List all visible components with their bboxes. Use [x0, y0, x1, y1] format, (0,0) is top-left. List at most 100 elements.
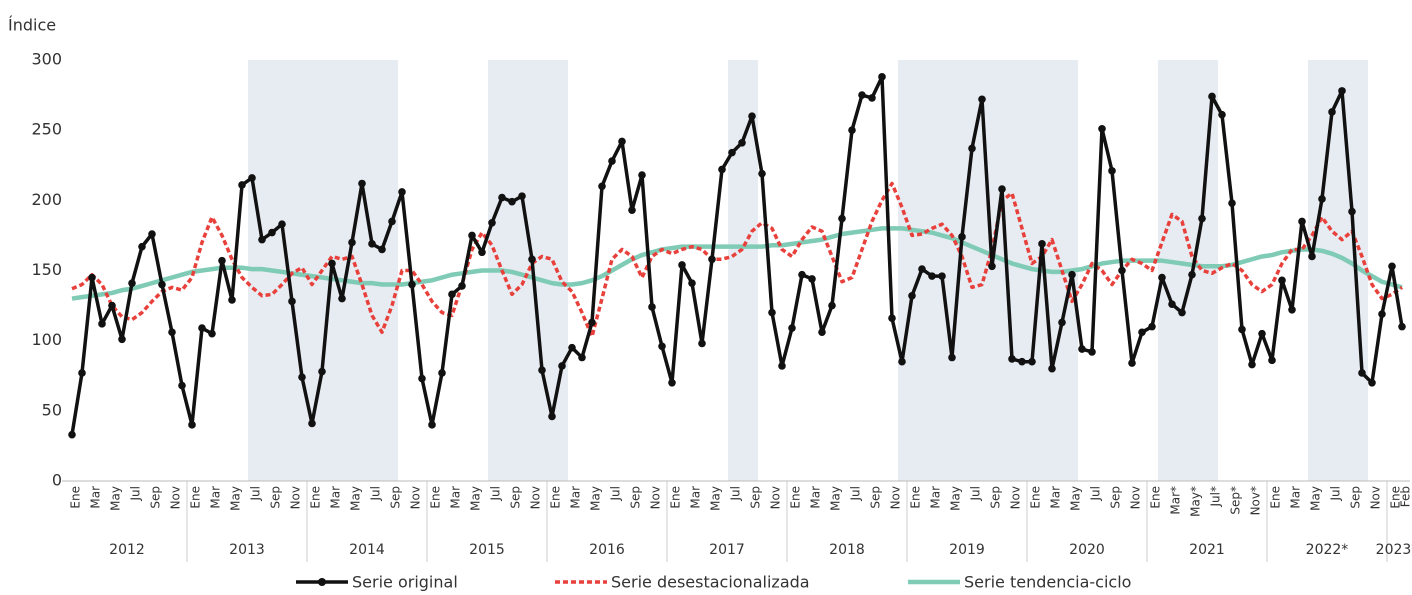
data-point [648, 303, 656, 311]
x-tick-label: May [829, 486, 843, 511]
x-tick-label: Mar [209, 486, 223, 509]
data-point [1088, 348, 1096, 356]
x-tick-label: Nov [649, 486, 663, 509]
x-tick-label: Jul [129, 486, 143, 501]
data-point [1328, 108, 1336, 116]
x-group-label: 2019 [949, 542, 985, 558]
x-tick-label: Ene [429, 486, 443, 509]
x-tick-label: Sep [1109, 486, 1123, 509]
data-point [1208, 92, 1216, 101]
data-point [388, 217, 396, 226]
legend-marker [318, 578, 326, 586]
x-tick-label: Ene [549, 486, 563, 509]
x-tick-label: Ene [1149, 486, 1163, 509]
x-tick-label: Jul* [1209, 486, 1223, 507]
data-point [1198, 214, 1206, 223]
data-point [498, 193, 506, 202]
y-tick-label: 200 [31, 190, 62, 209]
data-point [1148, 322, 1156, 331]
x-tick-label: Ene [1029, 486, 1043, 509]
data-point [1018, 357, 1026, 366]
x-group-label: 2014 [349, 542, 385, 558]
data-point [1388, 262, 1396, 271]
data-point [248, 174, 256, 182]
data-point [768, 308, 776, 317]
data-point [228, 296, 236, 304]
data-point [378, 245, 386, 254]
data-point [608, 157, 616, 165]
data-point [1138, 328, 1146, 337]
data-point [98, 320, 106, 328]
data-point [338, 294, 346, 303]
x-tick-label: Jul [609, 486, 623, 501]
data-point [1118, 266, 1126, 275]
x-group-label: 2018 [829, 542, 865, 558]
data-point [688, 279, 696, 287]
x-tick-label: Ene [189, 486, 203, 509]
x-tick-label: Nov [169, 486, 183, 509]
x-tick-label: May [1069, 486, 1083, 511]
data-point [658, 342, 666, 351]
x-tick-label: Jul [729, 486, 743, 501]
data-point [1288, 305, 1296, 314]
data-point [318, 367, 326, 376]
x-tick-label: Mar [329, 486, 343, 509]
x-tick-label: Ene [69, 486, 83, 509]
x-tick-label: Ene [789, 486, 803, 509]
x-tick-label: Sep* [1229, 486, 1243, 515]
data-point [488, 218, 496, 227]
data-point [728, 148, 736, 157]
x-tick-label: May [709, 486, 723, 511]
x-tick-label: May [949, 486, 963, 511]
x-tick-label: Sep [149, 486, 163, 509]
data-point [978, 95, 986, 104]
x-tick-label: Sep [269, 486, 283, 509]
x-tick-label: May [349, 486, 363, 511]
data-point [1398, 322, 1406, 331]
data-point [1168, 300, 1176, 308]
x-tick-label: Sep [749, 486, 763, 509]
y-tick-label: 300 [31, 50, 62, 69]
data-point [1178, 308, 1186, 317]
data-point [838, 214, 846, 223]
data-point [278, 220, 286, 228]
data-point [1188, 270, 1196, 279]
data-point [638, 171, 646, 179]
data-point [1128, 359, 1136, 367]
data-point [568, 343, 576, 352]
x-tick-label: Ene [669, 486, 683, 509]
data-point [1378, 310, 1386, 318]
legend-item: Serie tendencia-ciclo [908, 573, 1131, 592]
x-tick-label: Mar [809, 486, 823, 509]
x-tick-label: Nov [1369, 486, 1383, 509]
data-point [258, 235, 266, 244]
data-point [1158, 273, 1166, 282]
x-tick-label: Jul [969, 486, 983, 501]
data-point [788, 324, 796, 332]
data-point [628, 206, 636, 214]
data-point [208, 329, 216, 338]
data-point [848, 126, 856, 134]
data-point [938, 272, 946, 280]
data-point [308, 419, 316, 428]
y-tick-label: 0 [52, 471, 62, 490]
data-point [198, 324, 206, 332]
x-group-label: 2015 [469, 542, 505, 558]
data-point [1368, 378, 1376, 387]
x-group-label: 2016 [589, 542, 625, 558]
x-tick-label: May [229, 486, 243, 511]
data-point [558, 362, 566, 370]
data-point [538, 366, 546, 374]
data-point [448, 290, 456, 299]
data-point [968, 144, 976, 153]
x-tick-label: Sep [869, 486, 883, 509]
data-point [798, 270, 806, 279]
data-point [218, 256, 226, 265]
x-group-label: 2021 [1189, 542, 1225, 558]
data-point [778, 362, 786, 370]
data-point [78, 369, 86, 377]
legend-item: Serie original [296, 573, 458, 592]
data-point [158, 280, 166, 289]
legend-label: Serie desestacionalizada [611, 573, 810, 592]
legend-label: Serie original [352, 573, 458, 592]
